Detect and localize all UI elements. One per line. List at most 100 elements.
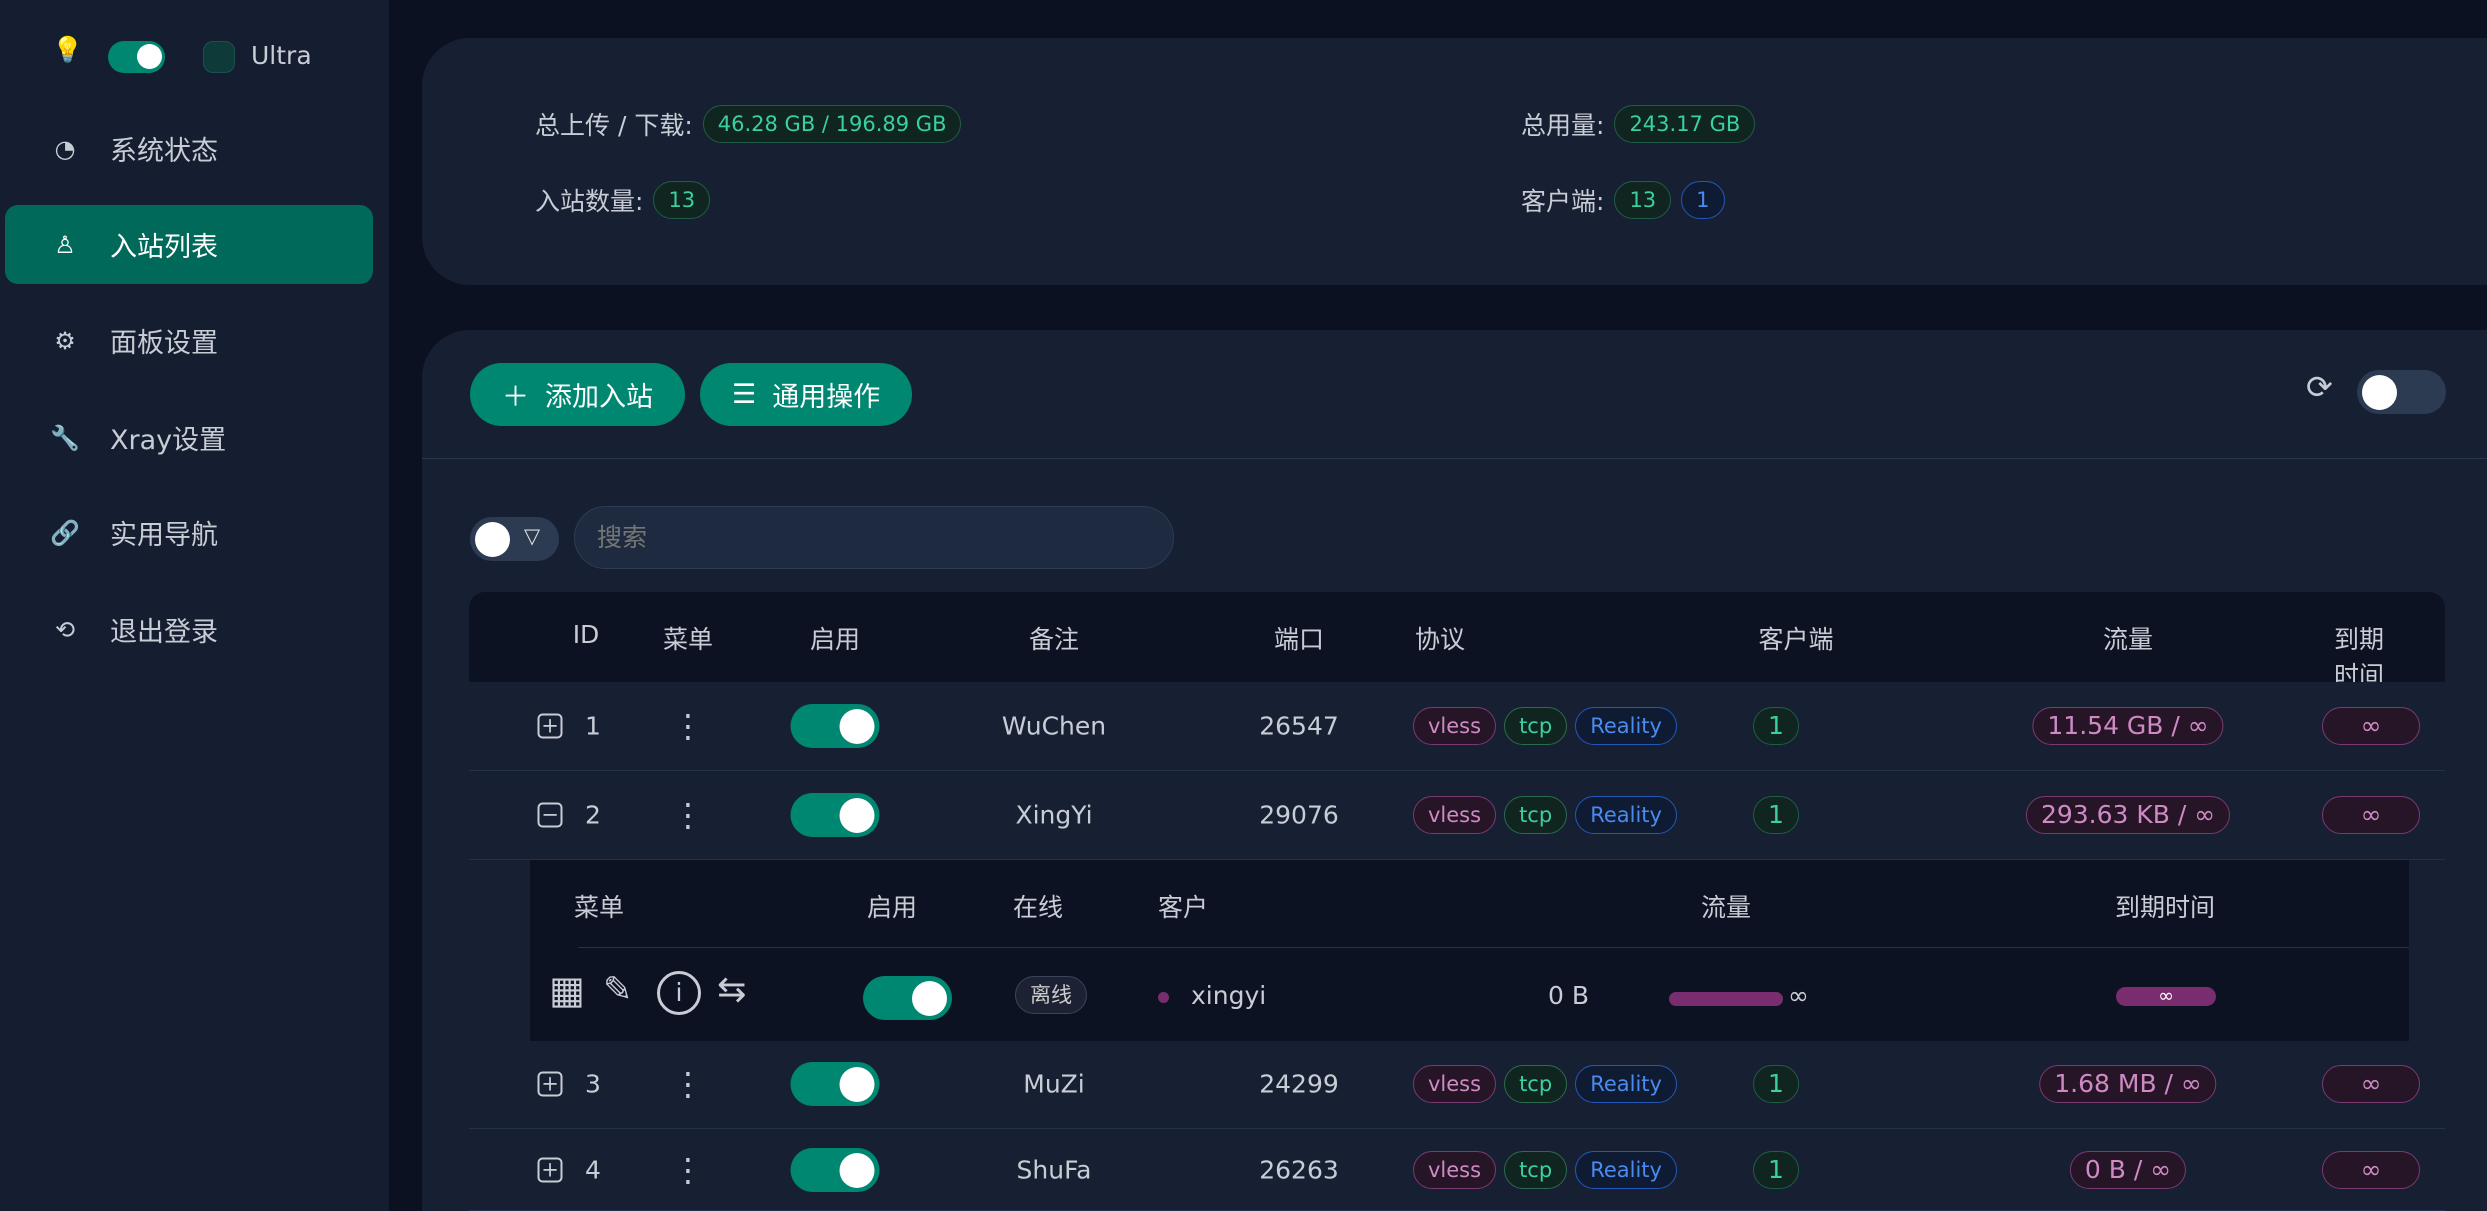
traffic-badge: 1.68 MB / ∞ [2039, 1065, 2217, 1103]
header-menu: 菜单 [662, 625, 714, 654]
inbound-port: 29076 [1259, 800, 1339, 830]
expiry-badge: ∞ [2322, 707, 2420, 745]
protocol-badge: vless [1413, 1065, 1497, 1103]
protocol-badge: vless [1413, 1150, 1497, 1189]
clients-label: 客户端: [1521, 187, 1605, 216]
stats-card: 总上传 / 下载: 46.28 GB / 196.89 GB 总用量: 243.17… [422, 38, 2487, 285]
table-row: + 3 ⋮ MuZi 24299 vless tcp Reality 1 1.6… [469, 1040, 2445, 1129]
inbounds-value: 13 [653, 181, 711, 219]
search-input[interactable] [574, 506, 1174, 569]
ultra-label: Ultra [251, 41, 312, 70]
header-clients: 客户端 [1758, 625, 1834, 654]
inbound-remark: WuChen [1001, 711, 1107, 741]
usage-value: 243.17 GB [1614, 105, 1756, 143]
inbound-remark: MuZi [1023, 1069, 1085, 1099]
inbound-port: 24299 [1259, 1069, 1339, 1099]
protocol-badge: vless [1413, 796, 1497, 834]
sidebar-item-logout[interactable]: ⟲ 退出登录 [5, 590, 373, 669]
sidebar-item-label: 入站列表 [110, 232, 218, 263]
auto-refresh-toggle[interactable] [2357, 370, 2446, 414]
info-icon[interactable]: i [657, 971, 701, 1015]
client-enable-toggle[interactable] [863, 976, 952, 1020]
general-actions-button[interactable]: ☰ 通用操作 [700, 363, 913, 426]
traffic-badge: 0 B / ∞ [2069, 1150, 2187, 1189]
table-header: ID 菜单 启用 备注 端口 协议 客户端 流量 到期时间 [469, 592, 2445, 690]
sidebar-item-nav[interactable]: 🔗 实用导航 [5, 493, 373, 572]
qrcode-icon[interactable]: ▦ [549, 968, 585, 1012]
network-badge: tcp [1504, 1065, 1568, 1103]
refresh-icon[interactable]: ⟳ [2306, 368, 2333, 406]
security-badge: Reality [1575, 1150, 1677, 1189]
add-inbound-label: 添加入站 [545, 382, 653, 413]
general-actions-label: 通用操作 [772, 382, 881, 413]
header-remark: 备注 [1028, 625, 1080, 654]
enable-toggle[interactable] [790, 793, 880, 837]
traffic-value: 46.28 GB / 196.89 GB [702, 105, 962, 143]
sidebar-item-status[interactable]: ◔ 系统状态 [5, 109, 373, 188]
inbound-port: 26263 [1259, 1155, 1339, 1184]
ultra-checkbox[interactable] [203, 41, 235, 73]
network-badge: tcp [1504, 1150, 1568, 1189]
more-menu-icon[interactable]: ⋮ [672, 1150, 704, 1189]
traffic-progress-bar [1669, 992, 1783, 1006]
filter-toggle[interactable]: ▽ [470, 517, 559, 561]
theme-toggle[interactable] [108, 41, 165, 73]
sidebar-item-settings[interactable]: ⚙ 面板设置 [5, 301, 373, 380]
enable-toggle[interactable] [790, 1062, 880, 1106]
client-subtable: 菜单 启用 在线 客户 流量 到期时间 ▦ ✎ i ⇆ 离线 xingyi 0 … [530, 860, 2409, 1041]
header-port: 端口 [1273, 625, 1325, 654]
clients-value: 13 [1614, 181, 1672, 219]
security-badge: Reality [1575, 1065, 1677, 1103]
expiry-badge: ∞ [2322, 1150, 2420, 1189]
sidebar-item-label: 面板设置 [110, 328, 218, 359]
inbound-id: 2 [585, 800, 601, 830]
sidebar-item-label: 实用导航 [110, 520, 218, 551]
inbound-id: 1 [585, 711, 601, 741]
traffic-limit: ∞ [1788, 981, 1809, 1010]
add-inbound-button[interactable]: ＋ 添加入站 [470, 363, 685, 426]
divider [422, 458, 2487, 459]
sidebar-item-label: Xray设置 [110, 425, 227, 456]
expand-icon[interactable]: + [537, 1157, 563, 1182]
traffic-badge: 293.63 KB / ∞ [2025, 796, 2231, 834]
reset-traffic-icon[interactable]: ⇆ [717, 970, 747, 1010]
clients-online: 1 [1681, 181, 1725, 219]
sidebar-item-xray[interactable]: 🔧 Xray设置 [5, 398, 373, 477]
expand-icon[interactable]: + [537, 1071, 563, 1097]
client-header-menu: 菜单 [574, 893, 625, 922]
client-traffic: 0 B [1548, 981, 1590, 1010]
lightbulb-icon[interactable]: 💡 [52, 35, 84, 64]
header-enable: 启用 [809, 625, 861, 654]
inbound-id: 4 [585, 1155, 601, 1184]
table-row: − 2 ⋮ XingYi 29076 vless tcp Reality 1 2… [469, 771, 2445, 860]
header-id: ID [572, 620, 600, 649]
sidebar-item-inbounds[interactable]: ♙ 入站列表 [5, 205, 373, 284]
more-menu-icon[interactable]: ⋮ [672, 707, 704, 745]
header-protocol: 协议 [1414, 625, 1466, 654]
user-icon: ♙ [54, 230, 76, 259]
client-expiry: ∞ [2116, 987, 2216, 1006]
traffic-label: 总上传 / 下载: [535, 111, 693, 140]
offline-badge: 离线 [1015, 976, 1087, 1014]
protocol-badge: vless [1413, 707, 1497, 745]
inbound-remark: XingYi [1015, 800, 1093, 830]
collapse-icon[interactable]: − [537, 802, 563, 828]
wrench-icon: 🔧 [50, 423, 80, 452]
network-badge: tcp [1504, 707, 1568, 745]
client-header-online: 在线 [1012, 893, 1064, 922]
link-icon: 🔗 [50, 518, 80, 547]
expand-icon[interactable]: + [537, 713, 563, 739]
header-traffic: 流量 [2102, 625, 2154, 654]
enable-toggle[interactable] [790, 1147, 880, 1192]
edit-icon[interactable]: ✎ [603, 970, 633, 1010]
clients-count-badge: 1 [1753, 707, 1799, 745]
client-header-traffic: 流量 [1700, 893, 1752, 922]
enable-toggle[interactable] [790, 704, 880, 748]
inbound-remark: ShuFa [1016, 1155, 1092, 1184]
inbound-id: 3 [585, 1069, 601, 1099]
client-header-enable: 启用 [866, 893, 918, 922]
sidebar-item-label: 系统状态 [110, 136, 218, 167]
inbound-port: 26547 [1259, 711, 1339, 741]
more-menu-icon[interactable]: ⋮ [672, 1065, 704, 1103]
more-menu-icon[interactable]: ⋮ [672, 796, 704, 834]
